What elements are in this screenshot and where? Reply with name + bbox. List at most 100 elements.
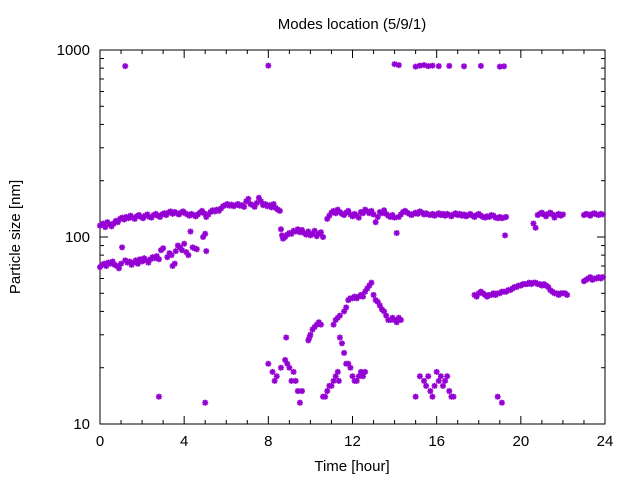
data-point (181, 240, 188, 247)
data-point (341, 349, 348, 356)
data-point (446, 62, 453, 69)
data-point (330, 377, 337, 384)
data-point (324, 388, 331, 395)
data-point (202, 230, 209, 237)
data-point (336, 312, 343, 319)
data-point (391, 61, 398, 68)
data-point (311, 227, 318, 234)
data-point (322, 393, 329, 400)
data-point (442, 377, 449, 384)
data-point (334, 368, 341, 375)
data-point (347, 364, 354, 371)
x-tick-label: 8 (264, 433, 272, 450)
data-point (477, 62, 484, 69)
data-point (435, 63, 442, 70)
data-point (393, 230, 400, 237)
data-point (241, 203, 248, 210)
data-point (328, 382, 335, 389)
data-point (412, 393, 419, 400)
data-point (200, 234, 207, 240)
data-point (370, 291, 377, 298)
data-point (425, 373, 432, 380)
data-point (362, 368, 369, 375)
data-point (155, 393, 162, 400)
data-point (530, 220, 537, 227)
data-point (155, 256, 162, 263)
data-point (360, 293, 367, 300)
x-axis-title: Time [hour] (314, 458, 389, 475)
data-point (320, 234, 327, 240)
data-point (306, 334, 313, 341)
data-point (269, 368, 276, 375)
data-point (317, 321, 324, 328)
data-point (277, 364, 284, 371)
data-point (276, 207, 283, 214)
data-point (599, 211, 606, 218)
data-point (395, 62, 402, 69)
data-point (271, 377, 278, 384)
y-tick-label: 10 (73, 416, 90, 433)
data-point (160, 245, 167, 252)
data-point (299, 388, 305, 395)
data-point (187, 228, 194, 235)
x-tick-label: 16 (428, 433, 445, 450)
data-point (286, 364, 293, 371)
data-point (203, 248, 210, 255)
data-point (283, 334, 290, 341)
x-tick-label: 4 (180, 433, 188, 450)
data-point (429, 393, 436, 400)
data-point (119, 244, 126, 251)
data-point (296, 399, 303, 406)
data-point (168, 252, 175, 259)
data-point (502, 232, 509, 239)
data-point (559, 211, 566, 218)
data-point (118, 260, 125, 267)
data-point (290, 368, 297, 375)
data-point (374, 213, 381, 220)
data-point (317, 229, 324, 236)
data-point (265, 62, 272, 69)
data-point (343, 304, 350, 311)
y-axis-title: Particle size [nm] (7, 180, 24, 294)
data-point (349, 373, 356, 380)
data-point (564, 291, 571, 298)
x-tick-label: 24 (597, 433, 614, 450)
data-point (368, 279, 375, 286)
data-point (393, 319, 400, 326)
data-points (97, 61, 606, 406)
data-point (494, 393, 501, 400)
data-point (134, 260, 141, 267)
data-point (427, 388, 434, 395)
y-tick-label: 100 (65, 229, 90, 246)
data-point (355, 214, 362, 221)
data-point (193, 246, 200, 253)
data-point (307, 331, 314, 338)
data-point (444, 373, 451, 380)
x-tick-label: 12 (344, 433, 361, 450)
data-point (501, 63, 507, 70)
data-point (433, 368, 440, 375)
data-point (429, 62, 436, 69)
data-point (461, 63, 468, 70)
data-point (277, 226, 284, 233)
data-point (423, 382, 430, 389)
data-point (255, 194, 262, 201)
data-point (435, 377, 442, 384)
data-point (498, 399, 505, 406)
chart-title: Modes location (5/9/1) (278, 16, 426, 33)
data-point (336, 334, 343, 341)
data-point (102, 224, 109, 231)
data-point (599, 274, 606, 281)
data-point (330, 321, 337, 328)
x-tick-label: 0 (96, 433, 104, 450)
data-point (450, 393, 457, 400)
data-point (421, 377, 428, 384)
data-point (273, 373, 280, 380)
data-point (431, 382, 438, 389)
data-point (294, 388, 301, 395)
data-point (437, 373, 444, 380)
data-point (171, 260, 178, 267)
data-point (185, 252, 192, 259)
data-point (372, 219, 379, 226)
